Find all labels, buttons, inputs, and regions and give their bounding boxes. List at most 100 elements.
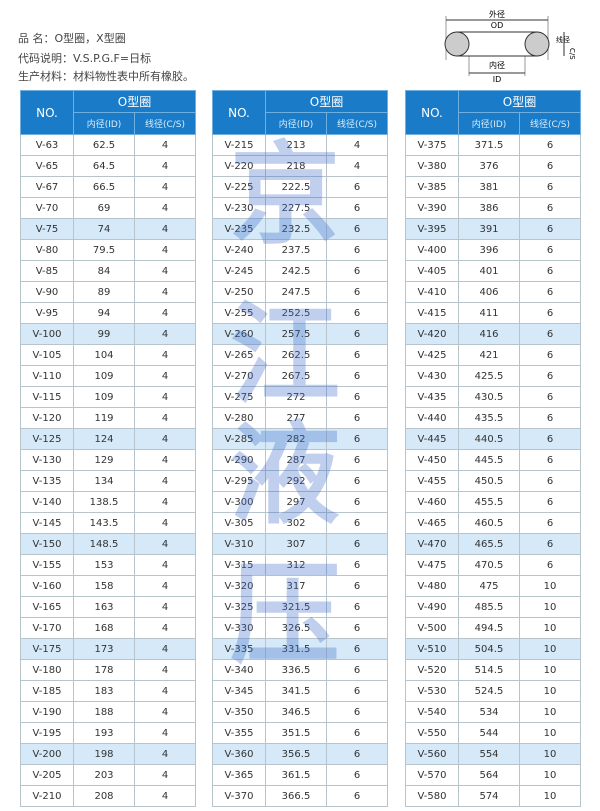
table-row: V-410 406 6 (405, 281, 582, 303)
table-row: V-475 470.5 6 (405, 554, 582, 576)
inner-diameter: 119 (73, 407, 135, 429)
table-row: V-310 307 6 (212, 533, 389, 555)
part-number: V-430 (405, 365, 459, 387)
part-number: V-260 (212, 323, 266, 345)
header-no: NO. (405, 90, 459, 135)
part-number: V-265 (212, 344, 266, 366)
cross-section: 4 (133, 659, 197, 681)
cross-section: 6 (518, 554, 582, 576)
cross-section: 6 (325, 365, 389, 387)
table-row: V-480 475 10 (405, 575, 582, 597)
cross-section: 6 (518, 386, 582, 408)
size-table: NO. O型圈 内径(ID) 线径(C/S) V-375 371.5 6 V-3… (405, 90, 582, 807)
table-row: V-195 193 4 (20, 722, 197, 744)
table-row: V-445 440.5 6 (405, 428, 582, 450)
cross-section: 6 (518, 449, 582, 471)
inner-diameter: 361.5 (265, 764, 327, 786)
cross-section: 10 (518, 680, 582, 702)
table-row: V-160 158 4 (20, 575, 197, 597)
header-o-ring: O型圈 (457, 90, 582, 113)
cross-section: 6 (518, 302, 582, 324)
part-number: V-255 (212, 302, 266, 324)
header-cs: 线径(C/S) (325, 112, 389, 135)
part-number: V-465 (405, 512, 459, 534)
part-number: V-440 (405, 407, 459, 429)
cross-section: 6 (518, 134, 582, 156)
table-row: V-130 129 4 (20, 449, 197, 471)
inner-diameter: 564 (458, 764, 520, 786)
cross-section: 4 (325, 155, 389, 177)
table-row: V-280 277 6 (212, 407, 389, 429)
part-number: V-135 (20, 470, 74, 492)
inner-diameter: 109 (73, 386, 135, 408)
cross-section: 6 (518, 428, 582, 450)
table-row: V-305 302 6 (212, 512, 389, 534)
code-description: 代码说明：V.S.P.G.F=日标 (18, 52, 152, 65)
header-no: NO. (20, 90, 74, 135)
table-row: V-275 272 6 (212, 386, 389, 408)
table-row: V-400 396 6 (405, 239, 582, 261)
cross-section: 6 (325, 638, 389, 660)
inner-diameter: 84 (73, 260, 135, 282)
cross-section: 10 (518, 575, 582, 597)
cross-section: 6 (518, 218, 582, 240)
part-number: V-170 (20, 617, 74, 639)
part-number: V-270 (212, 365, 266, 387)
table-row: V-390 386 6 (405, 197, 582, 219)
part-number: V-420 (405, 323, 459, 345)
part-number: V-215 (212, 134, 266, 156)
inner-diameter: 396 (458, 239, 520, 261)
table-row: V-365 361.5 6 (212, 764, 389, 786)
part-number: V-110 (20, 365, 74, 387)
part-number: V-320 (212, 575, 266, 597)
cross-section: 10 (518, 596, 582, 618)
part-number: V-90 (20, 281, 74, 303)
inner-diameter: 193 (73, 722, 135, 744)
table-row: V-430 425.5 6 (405, 365, 582, 387)
cross-section: 6 (325, 302, 389, 324)
inner-diameter: 74 (73, 218, 135, 240)
cross-section: 4 (133, 449, 197, 471)
material-description: 生产材料：材料物性表中所有橡胶。 (18, 70, 194, 83)
table-row: V-340 336.5 6 (212, 659, 389, 681)
header-o-ring: O型圈 (264, 90, 389, 113)
cross-section: 4 (133, 323, 197, 345)
inner-diameter: 302 (265, 512, 327, 534)
part-number: V-235 (212, 218, 266, 240)
inner-diameter: 257.5 (265, 323, 327, 345)
cross-section: 4 (133, 239, 197, 261)
inner-diameter: 94 (73, 302, 135, 324)
table-row: V-265 262.5 6 (212, 344, 389, 366)
part-number: V-540 (405, 701, 459, 723)
cross-section: 6 (325, 197, 389, 219)
part-number: V-250 (212, 281, 266, 303)
inner-diameter: 440.5 (458, 428, 520, 450)
table-row: V-120 119 4 (20, 407, 197, 429)
table-row: V-345 341.5 6 (212, 680, 389, 702)
table-row: V-145 143.5 4 (20, 512, 197, 534)
cross-section: 6 (325, 407, 389, 429)
inner-diameter: 386 (458, 197, 520, 219)
table-row: V-470 465.5 6 (405, 533, 582, 555)
part-number: V-500 (405, 617, 459, 639)
inner-diameter: 227.5 (265, 197, 327, 219)
cross-section: 10 (518, 701, 582, 723)
inner-diameter: 475 (458, 575, 520, 597)
part-number: V-340 (212, 659, 266, 681)
inner-diameter: 173 (73, 638, 135, 660)
part-number: V-130 (20, 449, 74, 471)
inner-diameter: 465.5 (458, 533, 520, 555)
part-number: V-305 (212, 512, 266, 534)
cross-section: 6 (518, 344, 582, 366)
part-number: V-370 (212, 785, 266, 807)
inner-diameter: 129 (73, 449, 135, 471)
table-row: V-95 94 4 (20, 302, 197, 324)
part-number: V-470 (405, 533, 459, 555)
part-number: V-290 (212, 449, 266, 471)
part-number: V-330 (212, 617, 266, 639)
part-number: V-280 (212, 407, 266, 429)
inner-diameter: 376 (458, 155, 520, 177)
cross-section: 6 (325, 722, 389, 744)
cross-section: 6 (518, 365, 582, 387)
part-number: V-360 (212, 743, 266, 765)
